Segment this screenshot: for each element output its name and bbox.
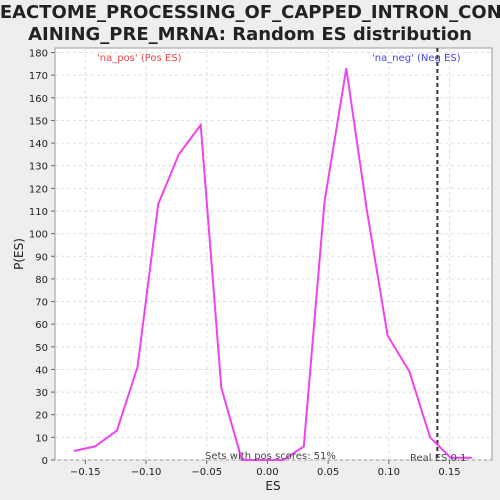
x-tick-label: −0.05 bbox=[191, 467, 222, 478]
na-neg-label: 'na_neg' (Neg ES) bbox=[372, 53, 461, 64]
y-tick-label: 100 bbox=[29, 230, 48, 241]
es-distribution-line bbox=[74, 68, 472, 461]
data-point bbox=[116, 429, 118, 432]
y-tick-label: 90 bbox=[35, 252, 48, 263]
data-point bbox=[241, 459, 243, 461]
data-point bbox=[73, 450, 76, 452]
y-tick-label: 50 bbox=[35, 343, 48, 354]
y-tick-label: 30 bbox=[35, 388, 48, 399]
data-point bbox=[470, 456, 473, 459]
data-point bbox=[220, 386, 223, 389]
data-point bbox=[282, 459, 285, 461]
data-point bbox=[408, 370, 411, 373]
y-tick-label: 40 bbox=[35, 365, 48, 376]
data-point bbox=[303, 445, 305, 448]
x-tick-label: −0.15 bbox=[70, 467, 101, 478]
sets-with-pos-scores-label: Sets with pos scores: 51% bbox=[205, 451, 336, 462]
y-tick-label: 150 bbox=[29, 116, 48, 127]
y-tick-label: 0 bbox=[42, 456, 48, 467]
data-point bbox=[366, 210, 368, 212]
x-tick-label: 0.15 bbox=[438, 467, 460, 478]
y-tick-label: 180 bbox=[29, 49, 48, 60]
x-tick-label: 0.05 bbox=[317, 467, 339, 478]
data-points bbox=[73, 67, 473, 461]
y-tick-label: 130 bbox=[29, 162, 48, 173]
y-axis-label: P(ES) bbox=[12, 238, 26, 270]
data-point bbox=[94, 445, 96, 448]
y-tick-label: 70 bbox=[35, 298, 48, 309]
data-point bbox=[386, 334, 389, 337]
na-pos-label: 'na_pos' (Pos ES) bbox=[97, 53, 182, 64]
x-tick-label: −0.10 bbox=[131, 467, 162, 478]
data-point bbox=[157, 203, 159, 205]
y-tick-label: 140 bbox=[29, 139, 48, 150]
chart-title-line-2: AINING_PRE_MRNA: Random ES distribution bbox=[28, 24, 472, 45]
x-tick-label: 0.10 bbox=[378, 467, 400, 478]
y-tick-label: 160 bbox=[29, 94, 48, 105]
grid bbox=[55, 48, 492, 461]
y-tick-label: 20 bbox=[35, 411, 48, 422]
data-point bbox=[429, 436, 431, 439]
data-point bbox=[323, 201, 326, 203]
data-point bbox=[261, 459, 264, 461]
plot-area bbox=[54, 47, 493, 461]
x-tick-label: 0.00 bbox=[256, 467, 278, 478]
x-axis-label: ES bbox=[265, 479, 280, 493]
y-tick-label: 10 bbox=[35, 433, 48, 444]
data-point bbox=[178, 153, 180, 156]
data-point bbox=[345, 67, 348, 70]
data-point bbox=[136, 366, 139, 368]
y-tick-label: 60 bbox=[35, 320, 48, 331]
data-point bbox=[449, 456, 452, 459]
real-es-label: Real ES 0.1 bbox=[410, 453, 466, 464]
y-tick-label: 170 bbox=[29, 71, 48, 82]
axis-ticks: 0 10 20 30 40 50 60 70 80 90 100 110 120 130 140 150 160… bbox=[29, 49, 461, 478]
y-tick-label: 80 bbox=[35, 275, 48, 286]
chart-title-line-1: REACTOME_PROCESSING_OF_CAPPED_INTRON_CON… bbox=[0, 2, 500, 23]
y-tick-label: 120 bbox=[29, 184, 48, 195]
y-tick-label: 110 bbox=[29, 207, 48, 218]
data-point bbox=[199, 124, 202, 126]
